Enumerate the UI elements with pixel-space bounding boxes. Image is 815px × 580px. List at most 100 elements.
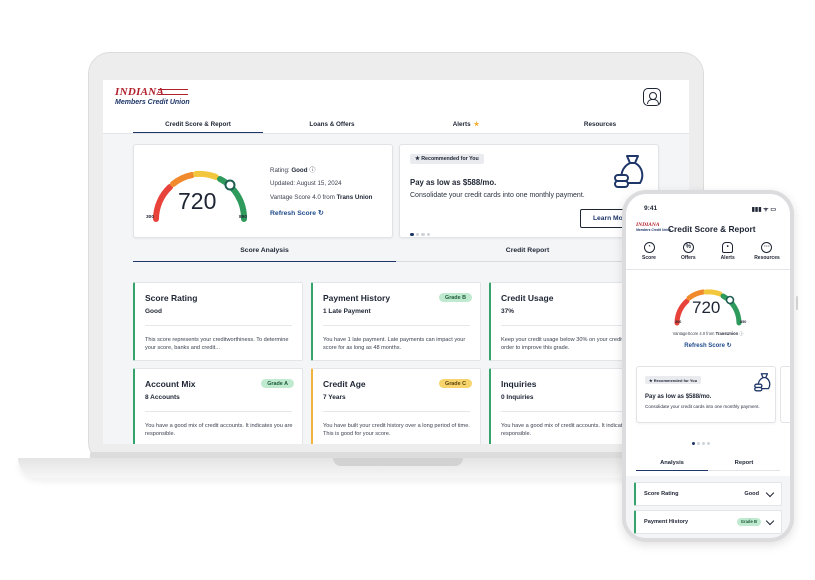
card-value: 8 Accounts — [145, 394, 180, 401]
analysis-card-account-mix[interactable]: Account Mix Grade A 8 Accounts You have … — [133, 368, 303, 444]
laptop-hinge — [90, 452, 706, 460]
carousel-dot[interactable] — [697, 442, 700, 445]
refresh-icon: ↻ — [317, 210, 324, 217]
brand-line2: Members Credit Union — [115, 99, 190, 106]
nav-label: Score — [642, 255, 656, 261]
score-gauge — [153, 170, 248, 222]
gauge-yellow — [703, 289, 723, 297]
grade-badge: Grade C — [439, 379, 472, 388]
analysis-card-credit-age[interactable]: Credit Age Grade C 7 Years You have buil… — [311, 368, 481, 444]
brand-line1: INDIANA — [636, 222, 660, 228]
phone-score-gauge — [674, 289, 742, 326]
grade-badge: Grade B — [736, 518, 761, 526]
accordion-score-rating[interactable]: Score Rating Good — [634, 482, 782, 506]
laptop-notch — [333, 458, 463, 466]
analysis-card-payment-history[interactable]: Payment History Grade B 1 Late Payment Y… — [311, 282, 481, 361]
card-title: Inquiries — [501, 379, 537, 389]
phone-device: 9:41 ▮▮▮ ᯤ ▭ INDIANA Members Credit Unio… — [622, 190, 794, 542]
money-bag-icon — [754, 373, 771, 392]
nav-offers[interactable]: % Offers — [671, 242, 705, 261]
star-icon: ★ — [415, 156, 420, 162]
phone-refresh-link[interactable]: Refresh Score ↻ — [626, 342, 790, 349]
gauge-yellow — [193, 170, 219, 180]
grade-badge: Grade A — [261, 379, 294, 388]
phone-subtabs: Analysis Report — [636, 460, 780, 471]
account-icon[interactable] — [643, 88, 661, 106]
offer-description: Consolidate your credit cards into one m… — [410, 192, 585, 199]
analysis-card-score-rating[interactable]: Score Rating Good This score represents … — [133, 282, 303, 361]
tab-label: Alerts — [452, 121, 471, 128]
carousel-dot[interactable] — [707, 442, 710, 445]
card-title: Payment History — [323, 293, 391, 303]
refresh-label: Refresh Score — [270, 210, 317, 217]
card-divider — [501, 411, 648, 412]
score-subtabs: Score Analysis Credit Report — [133, 246, 659, 262]
card-description: This score represents your creditworthin… — [145, 337, 289, 351]
nav-label: Resources — [754, 255, 780, 261]
nav-alerts[interactable]: • Alerts — [711, 242, 745, 261]
card-title: Credit Age — [323, 379, 366, 389]
offer-description: Consolidate your credit cards into one m… — [645, 404, 760, 409]
recommendation-card: ★ Recommended for You Pay as low as $588… — [399, 144, 659, 238]
tab-credit-score[interactable]: Credit Score & Report — [131, 120, 265, 133]
accordion-payment-history[interactable]: Payment History Grade B — [634, 510, 782, 534]
card-value: 0 Inquiries — [501, 394, 534, 401]
brand-line2: Members Credit Union — [636, 228, 672, 232]
carousel-dot[interactable] — [426, 232, 430, 236]
phone-screen: 9:41 ▮▮▮ ᯤ ▭ INDIANA Members Credit Unio… — [626, 194, 790, 538]
brand-logo[interactable]: INDIANA Members Credit Union — [115, 86, 190, 106]
score-min: 300 — [146, 215, 155, 220]
percent-icon: % — [682, 242, 694, 253]
nav-score[interactable]: ◔ Score — [632, 242, 666, 261]
logo-stripes — [158, 89, 188, 95]
carousel-dot[interactable] — [410, 232, 414, 236]
phone-recommendation-card[interactable]: ★ Recommended for You Pay as low as $588… — [636, 366, 776, 423]
updated-date: Updated: August 15, 2024 — [270, 180, 342, 187]
subtab-credit-report[interactable]: Credit Report — [396, 246, 659, 262]
phone-brand-logo[interactable]: INDIANA Members Credit Union — [636, 222, 671, 232]
rating-label: Rating: — [270, 167, 290, 174]
nav-divider — [626, 269, 790, 270]
tab-label: Credit Score & Report — [165, 121, 231, 128]
nav-resources[interactable]: ··· Resources — [750, 242, 784, 261]
tab-loans-offers[interactable]: Loans & Offers — [265, 120, 399, 133]
laptop-base — [18, 458, 778, 478]
row-name: Payment History — [644, 519, 689, 525]
gauge-orange — [170, 172, 195, 187]
laptop-screen: INDIANA Members Credit Union Credit Scor… — [103, 80, 689, 444]
tab-resources[interactable]: Resources — [533, 120, 667, 133]
phone-carousel-dots — [692, 432, 712, 450]
gauge-red — [674, 298, 690, 326]
recommended-badge: ★ Recommended for You — [410, 154, 484, 164]
card-divider — [145, 325, 292, 326]
subtab-analysis[interactable]: Analysis — [636, 460, 708, 471]
main-tabs: Credit Score & Report Loans & Offers Ale… — [103, 120, 689, 134]
carousel-dot[interactable] — [421, 232, 425, 236]
subtab-score-analysis[interactable]: Score Analysis — [133, 246, 396, 262]
score-max: 850 — [239, 215, 248, 220]
tab-alerts[interactable]: Alerts ★ — [399, 120, 533, 133]
phone-page-title: Credit Score & Report — [668, 224, 756, 234]
offer-title: Pay as low as $588/mo. — [410, 178, 497, 187]
subtab-report[interactable]: Report — [708, 460, 780, 471]
card-value: 37% — [501, 308, 515, 315]
chevron-down-icon[interactable] — [765, 516, 775, 526]
rating-value: Good — [291, 167, 308, 174]
carousel-dot[interactable] — [692, 442, 695, 445]
bureau-name: Trans Union — [336, 194, 373, 201]
card-description: You have 1 late payment. Late payments c… — [323, 337, 466, 351]
carousel-dot[interactable] — [702, 442, 705, 445]
bell-icon: • — [722, 242, 734, 253]
info-icon[interactable]: ⓘ — [309, 167, 316, 174]
carousel-dot[interactable] — [415, 232, 419, 236]
refresh-score-link[interactable]: Refresh Score ↻ — [270, 209, 324, 217]
card-divider — [145, 411, 292, 412]
info-icon[interactable]: ⓘ — [739, 331, 744, 336]
row-value: Good — [744, 491, 759, 497]
score-card: 720 300 850 Rating: Good ⓘ Updated: Augu… — [133, 144, 393, 238]
chevron-down-icon[interactable] — [765, 488, 775, 498]
next-recommendation-card[interactable] — [780, 366, 790, 423]
gauge-marker — [725, 295, 735, 305]
card-divider — [323, 411, 470, 412]
vantage-line: Vantage Score 4.0 from Trans Union — [270, 194, 372, 201]
